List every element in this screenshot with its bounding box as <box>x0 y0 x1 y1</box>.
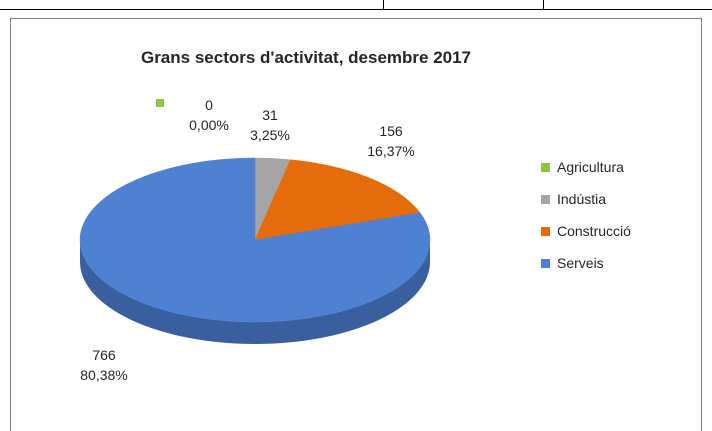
pie-side-serveis[interactable] <box>80 240 430 344</box>
legend-label-agricultura: Agricultura <box>557 159 624 175</box>
legend-swatch-agricultura <box>541 163 550 172</box>
chart-title: Grans sectors d'activitat, desembre 2017 <box>141 48 471 67</box>
data-label-value-agricultura: 0 <box>205 97 213 113</box>
legend-item-serveis[interactable]: Serveis <box>541 255 604 271</box>
pie-slice-serveis[interactable] <box>79 157 431 323</box>
data-label-percent-serveis: 80,38% <box>80 367 127 383</box>
pie-slice-construccio[interactable] <box>254 159 421 241</box>
legend-swatch-serveis <box>541 259 550 268</box>
pie-plot <box>79 157 431 344</box>
legend: Agricultura Indústia Construcció Serveis <box>541 159 631 271</box>
data-label-percent-industia: 3,25% <box>250 127 290 143</box>
data-label-value-construccio: 156 <box>379 123 403 139</box>
legend-swatch-construccio <box>541 227 550 236</box>
data-label-value-serveis: 766 <box>92 347 116 363</box>
data-label-value-industia: 31 <box>262 107 278 123</box>
data-labels: 0 0,00% 31 3,25% 156 16,37% 766 80,38% <box>80 97 414 383</box>
legend-label-industia: Indústia <box>557 191 606 207</box>
legend-label-construccio: Construcció <box>557 223 631 239</box>
spreadsheet-grid <box>0 0 712 10</box>
legend-swatch-industia <box>541 195 550 204</box>
data-label-percent-agricultura: 0,00% <box>189 117 229 133</box>
data-label-percent-construccio: 16,37% <box>367 143 414 159</box>
legend-item-construccio[interactable]: Construcció <box>541 223 631 239</box>
data-label-marker-agricultura <box>156 99 164 107</box>
legend-item-industia[interactable]: Indústia <box>541 191 606 207</box>
legend-item-agricultura[interactable]: Agricultura <box>541 159 624 175</box>
legend-label-serveis: Serveis <box>557 255 604 271</box>
